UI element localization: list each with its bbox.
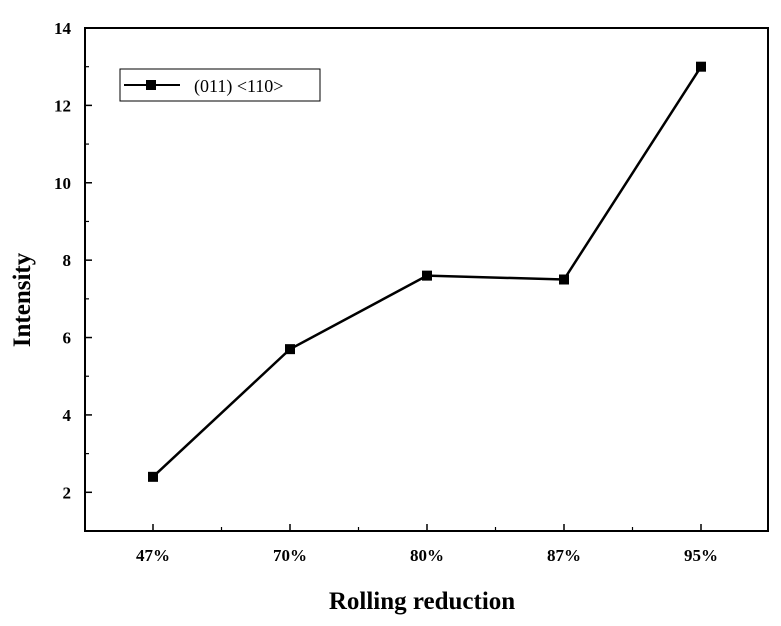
- y-axis-ticks: 2 4 6 8 10 12 14: [54, 19, 92, 502]
- y-tick-label: 12: [54, 96, 71, 115]
- data-point-marker: [285, 344, 295, 355]
- data-point-marker: [148, 471, 158, 482]
- x-tick-label: 95%: [684, 546, 718, 565]
- data-point-marker: [696, 61, 706, 72]
- x-tick-label: 87%: [547, 546, 581, 565]
- y-tick-label: 8: [63, 251, 72, 270]
- y-tick-label: 6: [63, 329, 72, 348]
- y-tick-label: 2: [63, 483, 72, 502]
- y-tick-label: 10: [54, 174, 71, 193]
- legend: (011) <110>: [119, 68, 321, 102]
- series-layer: [148, 61, 706, 482]
- legend-label: (011) <110>: [194, 76, 283, 97]
- x-tick-label: 70%: [273, 546, 307, 565]
- data-point-marker: [422, 270, 432, 281]
- data-point-marker: [559, 274, 569, 285]
- legend-marker: [146, 80, 156, 90]
- x-axis-title: Rolling reduction: [329, 588, 515, 615]
- x-tick-label: 80%: [410, 546, 444, 565]
- y-tick-label: 4: [63, 406, 72, 425]
- x-tick-label: 47%: [136, 546, 170, 565]
- x-axis-ticks: 47% 70% 80% 87% 95%: [136, 524, 718, 565]
- y-axis-title: Intensity: [9, 252, 36, 347]
- y-tick-label: 14: [54, 19, 72, 38]
